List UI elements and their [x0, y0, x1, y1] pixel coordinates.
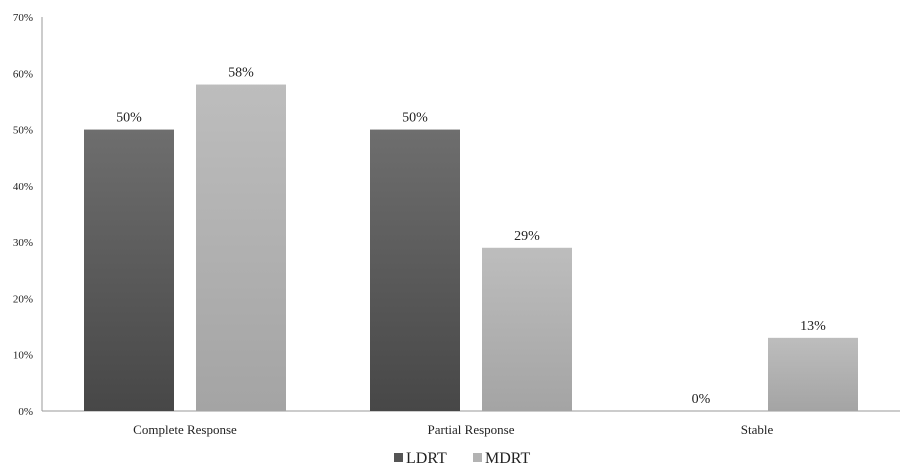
axes — [41, 17, 900, 412]
y-tick-label: 10% — [13, 350, 33, 362]
y-tick-label: 60% — [13, 68, 33, 80]
bar-ldrt-2 — [370, 129, 460, 412]
legend-swatch-mdrt — [473, 453, 482, 462]
legend-label-mdrt: MDRT — [485, 450, 530, 466]
bar-mdrt-3 — [768, 337, 858, 411]
x-category-label: Partial Response — [427, 422, 514, 437]
legend: LDRT MDRT — [394, 450, 530, 466]
data-label: 29% — [514, 229, 540, 244]
legend-swatch-ldrt — [394, 453, 403, 462]
y-tick-label: 40% — [13, 181, 33, 193]
data-label: 13% — [800, 319, 826, 334]
y-tick-label: 50% — [13, 125, 33, 137]
data-label: 0% — [692, 392, 711, 407]
bar-mdrt-2 — [482, 247, 572, 411]
data-label: 50% — [402, 111, 428, 126]
bar-ldrt-1 — [84, 129, 174, 412]
legend-label-ldrt: LDRT — [406, 450, 447, 466]
y-tick-label: 0% — [18, 406, 33, 418]
y-tick-label: 20% — [13, 293, 33, 305]
y-tick-label: 70% — [13, 12, 33, 24]
x-axis-categories: Complete Response Partial Response Stable — [133, 422, 773, 437]
data-label: 50% — [116, 111, 142, 126]
x-category-label: Complete Response — [133, 422, 237, 437]
x-category-label: Stable — [741, 422, 774, 437]
bars — [84, 84, 858, 412]
data-labels: 50% 58% 50% 29% 0% 13% — [116, 66, 826, 407]
bar-mdrt-1 — [196, 84, 286, 412]
y-tick-label: 30% — [13, 237, 33, 249]
y-axis-ticks: 0% 10% 20% 30% 40% 50% 60% 70% — [13, 12, 33, 418]
data-label: 58% — [228, 66, 254, 81]
